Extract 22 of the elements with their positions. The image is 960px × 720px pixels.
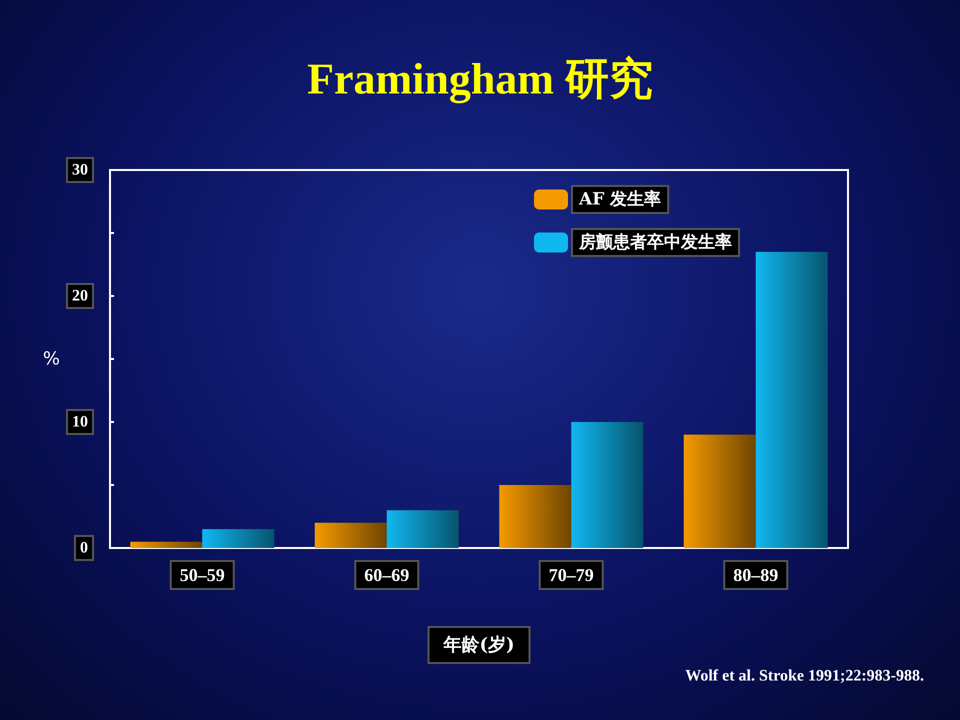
bar — [756, 252, 828, 548]
x-tick-label: 60–69 — [364, 565, 410, 585]
y-tick-label: 10 — [72, 414, 88, 430]
bar — [130, 542, 202, 548]
x-axis-title: 年龄(岁) — [442, 634, 515, 656]
x-tick-label: 70–79 — [548, 565, 594, 585]
bar — [684, 434, 756, 548]
y-tick-label: 20 — [72, 288, 88, 304]
bar — [386, 510, 459, 548]
x-tick-label: 50–59 — [180, 565, 225, 585]
y-axis-title: % — [42, 348, 60, 370]
bar — [571, 422, 644, 548]
legend-label: AF 发生率 — [578, 190, 662, 210]
y-tick-label: 30 — [72, 162, 88, 178]
bar — [499, 485, 572, 548]
chart-title: Framingham 研究 — [307, 54, 653, 104]
legend-label: 房颤患者卒中发生率 — [578, 232, 732, 252]
bar — [202, 529, 274, 548]
text: Wolf et al. Stroke 1991;22:983-988. — [685, 668, 924, 684]
bar — [314, 522, 387, 548]
x-tick-label: 80–89 — [733, 565, 778, 585]
y-tick-label: 0 — [80, 540, 88, 556]
